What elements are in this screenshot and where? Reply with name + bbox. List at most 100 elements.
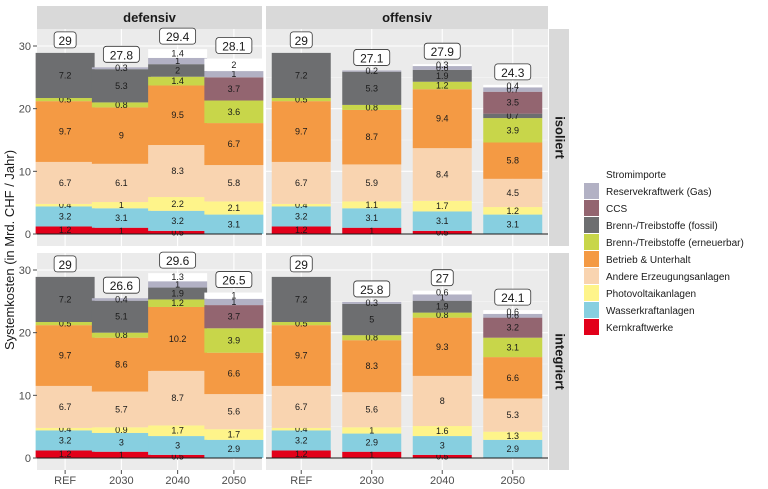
legend-key-photovoltaikanlagen — [584, 285, 599, 301]
bar-segment-kernkraftwerke — [271, 226, 331, 234]
segment-label: 3 — [119, 437, 124, 447]
segment-label: 0.3 — [436, 60, 449, 70]
segment-label: 3.2 — [295, 435, 308, 445]
bar-segment-photovoltaikanlagen — [148, 197, 208, 211]
segment-label: 1.2 — [295, 449, 308, 459]
facet-label-isoliert: isoliert — [553, 116, 568, 159]
bar-segment-kernkraftwerke — [271, 450, 331, 458]
bar-segment-andere-erzeugungsanlagen — [204, 394, 264, 430]
segment-label: 3 — [440, 440, 445, 450]
bar-segment-brenn-treibstoffe-erneuerbar- — [204, 328, 264, 353]
x-tick-label: REF — [54, 475, 76, 487]
segment-label: 0.4 — [295, 424, 308, 434]
segment-label: 2.9 — [365, 438, 378, 448]
bar-segment-betrieb-unterhalt — [204, 352, 264, 395]
bar-segment-andere-erzeugungsanlagen — [271, 385, 331, 428]
bar-segment-brenn-treibstoffe-erneuerbar- — [91, 102, 151, 108]
bar-segment-ccs — [204, 77, 264, 101]
total-label-box — [215, 271, 253, 288]
segment-label: 3.2 — [506, 323, 519, 333]
bar-segment-brenn-treibstoffe-erneuerbar- — [35, 98, 95, 102]
segment-label: 1 — [231, 291, 236, 301]
segment-label: 1.7 — [436, 201, 449, 211]
segment-label: 7.2 — [295, 70, 308, 80]
bar-segment-brenn-treibstoffe-erneuerbar- — [271, 98, 331, 102]
segment-label: 0.5 — [436, 451, 449, 461]
bar-segment-reservekraftwerk-gas- — [483, 87, 543, 92]
bar-segment-reservekraftwerk-gas- — [148, 281, 208, 288]
segment-label: 3.1 — [365, 213, 378, 223]
bar-segment-wasserkraftanlagen — [483, 214, 543, 234]
total-label-box — [430, 269, 454, 287]
legend-key-betrieb-unterhalt — [584, 251, 599, 267]
legend-label: Wasserkraftanlagen — [606, 306, 695, 317]
bar-segment-brenn-treibstoffe-erneuerbar- — [91, 332, 151, 338]
legend-label: Stromimporte — [606, 170, 666, 181]
segment-label: 2.9 — [506, 444, 519, 454]
bar-segment-photovoltaikanlagen — [35, 203, 95, 207]
bar-segment-reservekraftwerk-gas- — [204, 71, 264, 78]
bar-segment-brenn-treibstoffe-erneuerbar- — [412, 312, 472, 318]
bar-segment-brenn-treibstoffe-erneuerbar- — [483, 118, 543, 143]
segment-label: 0.6 — [506, 307, 519, 317]
segment-label: 1 — [369, 226, 374, 236]
bar-segment-wasserkraftanlagen — [483, 439, 543, 458]
legend-label: Reservekraftwerk (Gas) — [606, 187, 712, 198]
bar-segment-andere-erzeugungsanlagen — [35, 385, 95, 428]
segment-label: 5.3 — [365, 83, 378, 93]
legend-label: Kernkraftwerke — [606, 323, 674, 334]
bar-segment-wasserkraftanlagen — [204, 439, 264, 458]
segment-label: 10.2 — [169, 334, 187, 344]
bar-segment-betrieb-unterhalt — [412, 89, 472, 149]
bar-segment-brenn-treibstoffe-fossil- — [342, 71, 402, 105]
bar-segment-reservekraftwerk-gas- — [148, 57, 208, 65]
total-label: 29.4 — [166, 30, 190, 44]
segment-label: 0.5 — [59, 95, 72, 105]
segment-label: 0.9 — [115, 425, 128, 435]
bar-segment-kernkraftwerke — [35, 226, 95, 234]
bar-segment-photovoltaikanlagen — [204, 429, 264, 440]
segment-label: 5.3 — [506, 410, 519, 420]
bar-segment-kernkraftwerke — [91, 451, 151, 458]
bar-segment-betrieb-unterhalt — [148, 85, 208, 146]
x-tick-label: 2050 — [222, 475, 246, 487]
segment-label: 1.2 — [59, 225, 72, 235]
segment-label: 9.3 — [436, 342, 449, 352]
segment-label: 1.2 — [436, 80, 449, 90]
bar-segment-brenn-treibstoffe-fossil- — [412, 300, 472, 313]
bar-segment-betrieb-unterhalt — [35, 325, 95, 386]
legend-key-stromimporte — [584, 166, 599, 182]
legend: Stromimporte Reservekraftwerk (Gas) CCS Bre… — [584, 166, 744, 335]
total-label: 27 — [436, 272, 450, 286]
bar-segment-photovoltaikanlagen — [271, 427, 331, 431]
total-label: 29 — [58, 34, 72, 48]
bar-segment-wasserkraftanlagen — [148, 210, 208, 231]
segment-label: 0.3 — [115, 63, 128, 73]
bar-segment-photovoltaikanlagen — [148, 425, 208, 437]
total-label: 29 — [58, 258, 72, 272]
bar-segment-kernkraftwerke — [35, 450, 95, 458]
x-tick-label: 2030 — [360, 475, 384, 487]
total-label: 28.1 — [222, 40, 246, 54]
segment-label: 8.6 — [115, 360, 128, 370]
bar-segment-andere-erzeugungsanlagen — [342, 164, 402, 202]
segment-label: 1.7 — [171, 426, 184, 436]
bar-segment-stromimporte — [204, 58, 264, 72]
segment-label: 1.2 — [171, 298, 184, 308]
bar-segment-brenn-treibstoffe-fossil- — [91, 300, 151, 333]
segment-label: 3.2 — [295, 211, 308, 221]
segment-label: 1.9 — [171, 289, 184, 299]
total-label-box — [289, 255, 313, 273]
segment-label: 1.2 — [59, 449, 72, 459]
segment-label: 5.9 — [365, 178, 378, 188]
bar-segment-photovoltaikanlagen — [483, 431, 543, 440]
legend-key-wasserkraftanlagen — [584, 302, 599, 318]
bar-segment-brenn-treibstoffe-fossil- — [271, 52, 331, 99]
bar-segment-betrieb-unterhalt — [412, 317, 472, 376]
bar-segment-wasserkraftanlagen — [342, 433, 402, 452]
total-label: 29 — [295, 258, 309, 272]
bar-segment-andere-erzeugungsanlagen — [271, 161, 331, 204]
segment-label: 6.7 — [228, 139, 241, 149]
segment-label: 3.6 — [228, 107, 241, 117]
segment-label: 1 — [119, 200, 124, 210]
